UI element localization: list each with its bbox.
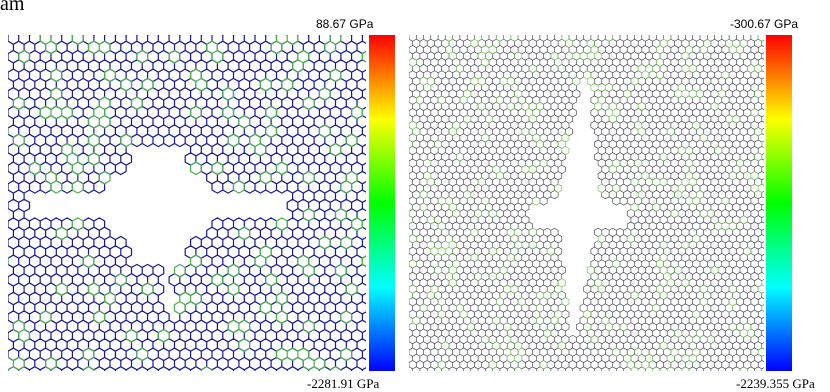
corner-text: am [0, 0, 25, 15]
left-colorbar-min-label: -2281.91 GPa [307, 376, 380, 391]
right-lattice-svg [409, 35, 764, 371]
left-colorbar [369, 35, 395, 371]
right-colorbar-max-label: -300.67 GPa [730, 17, 799, 31]
left-lattice-svg [8, 35, 366, 371]
right-lattice-image [409, 35, 764, 371]
lattice-bonds [8, 35, 366, 371]
lattice-bonds [409, 35, 764, 371]
left-colorbar-max-label: 88.67 GPa [316, 17, 374, 31]
lattice-bonds-accent [409, 35, 764, 371]
lattice-bonds-accent [8, 35, 366, 371]
right-colorbar [766, 35, 792, 371]
right-colorbar-min-label: -2239.355 GPa [736, 376, 815, 391]
left-lattice-image [8, 35, 366, 371]
